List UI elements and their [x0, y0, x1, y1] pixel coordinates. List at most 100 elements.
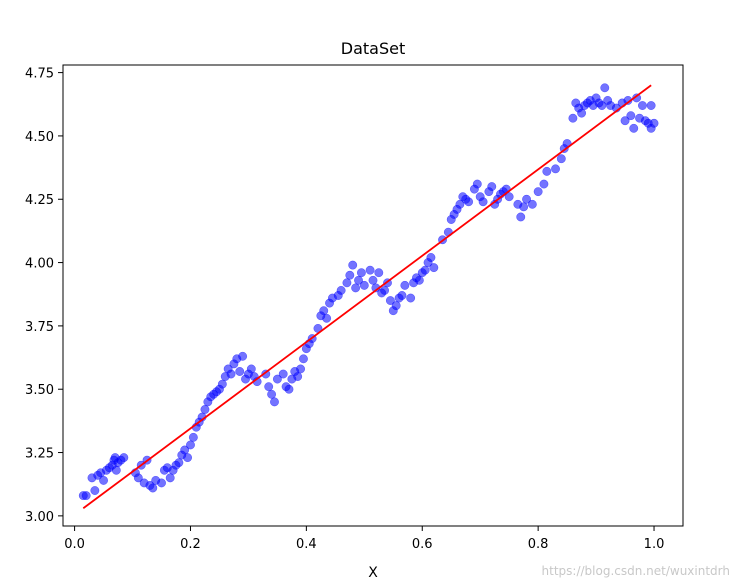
data-point	[620, 116, 630, 126]
data-point	[356, 268, 366, 278]
data-point	[406, 293, 416, 303]
data-point	[180, 445, 190, 455]
data-point	[200, 405, 210, 414]
data-point	[429, 263, 439, 273]
data-point	[238, 351, 248, 361]
data-point	[400, 280, 410, 290]
data-point	[397, 291, 407, 300]
watermark: https://blog.csdn.net/wuxintdrh	[542, 564, 730, 578]
data-point	[487, 182, 497, 192]
data-point	[368, 275, 378, 285]
data-point	[391, 301, 401, 311]
data-point	[374, 268, 384, 278]
data-point	[637, 101, 647, 110]
data-point	[632, 93, 642, 103]
data-point	[322, 313, 332, 323]
data-point	[519, 202, 529, 212]
data-point	[359, 280, 369, 290]
data-point	[235, 367, 245, 376]
data-point	[157, 478, 166, 488]
data-point	[626, 111, 636, 121]
data-point	[597, 101, 607, 110]
data-point	[226, 369, 236, 379]
data-point	[246, 364, 256, 374]
x-tick-label: 0.8	[528, 537, 549, 552]
x-axis: 0.0 0.2 0.4 0.6 0.8 1.0	[64, 526, 664, 552]
data-point	[293, 372, 303, 382]
x-axis-label: X	[368, 565, 378, 581]
data-point	[527, 199, 537, 209]
data-point	[81, 491, 91, 501]
y-tick-label: 4.75	[25, 67, 54, 82]
x-tick-label: 0.2	[180, 537, 201, 552]
data-point	[270, 397, 279, 407]
data-point	[478, 197, 488, 207]
x-tick-label: 0.6	[412, 537, 433, 552]
data-point	[336, 285, 346, 295]
data-point	[426, 253, 436, 262]
data-point	[577, 108, 587, 118]
y-tick-label: 4.25	[25, 193, 54, 208]
data-point	[264, 382, 274, 392]
y-axis: 3.00 3.25 3.50 3.75 4.00 4.25 4.50 4.75	[25, 67, 63, 525]
y-tick-label: 3.75	[25, 320, 54, 335]
fit-line	[82, 84, 652, 509]
data-point	[342, 278, 352, 288]
data-point	[217, 379, 227, 389]
data-point	[296, 364, 306, 374]
data-point	[455, 199, 465, 209]
data-point	[183, 453, 193, 463]
data-point	[319, 306, 329, 316]
data-point	[165, 473, 175, 483]
y-tick-label: 4.00	[25, 257, 54, 272]
data-point	[345, 270, 355, 280]
data-point	[99, 475, 109, 485]
data-point	[551, 164, 560, 174]
data-point	[464, 197, 474, 207]
data-point	[539, 179, 549, 189]
data-point	[629, 123, 639, 133]
data-point	[556, 154, 566, 164]
data-point	[414, 275, 424, 285]
y-tick-label: 3.00	[25, 510, 54, 525]
data-point	[504, 192, 514, 202]
data-point	[267, 389, 277, 399]
data-point	[354, 275, 363, 285]
data-point	[472, 179, 482, 189]
fit-line-series	[82, 84, 652, 509]
chart-title: DataSet	[341, 39, 405, 58]
data-point	[278, 369, 288, 379]
plot-area	[62, 64, 684, 527]
y-tick-label: 3.50	[25, 383, 54, 398]
x-tick-label: 1.0	[644, 537, 665, 552]
data-point	[380, 285, 390, 295]
data-point	[600, 83, 610, 93]
data-point	[646, 101, 656, 110]
data-point	[188, 432, 198, 442]
scatter-series	[78, 83, 659, 501]
x-tick-label: 0.0	[64, 537, 85, 552]
data-point	[348, 260, 358, 270]
x-tick-label: 0.4	[296, 537, 317, 552]
data-point	[186, 440, 195, 450]
data-point	[133, 473, 143, 483]
data-point	[351, 283, 361, 293]
data-point	[111, 465, 121, 475]
data-point	[649, 118, 659, 128]
data-point	[385, 296, 395, 306]
y-tick-label: 4.50	[25, 130, 54, 145]
data-point	[420, 265, 430, 275]
data-point	[365, 265, 375, 275]
data-point	[119, 453, 129, 463]
data-point	[568, 113, 578, 123]
data-point	[174, 458, 184, 468]
data-point	[516, 212, 526, 222]
y-tick-label: 3.25	[25, 447, 54, 462]
data-point	[284, 384, 294, 394]
data-point	[533, 187, 543, 197]
data-point	[261, 369, 271, 379]
data-point	[522, 194, 532, 204]
data-point	[272, 374, 282, 384]
data-point	[299, 354, 308, 364]
